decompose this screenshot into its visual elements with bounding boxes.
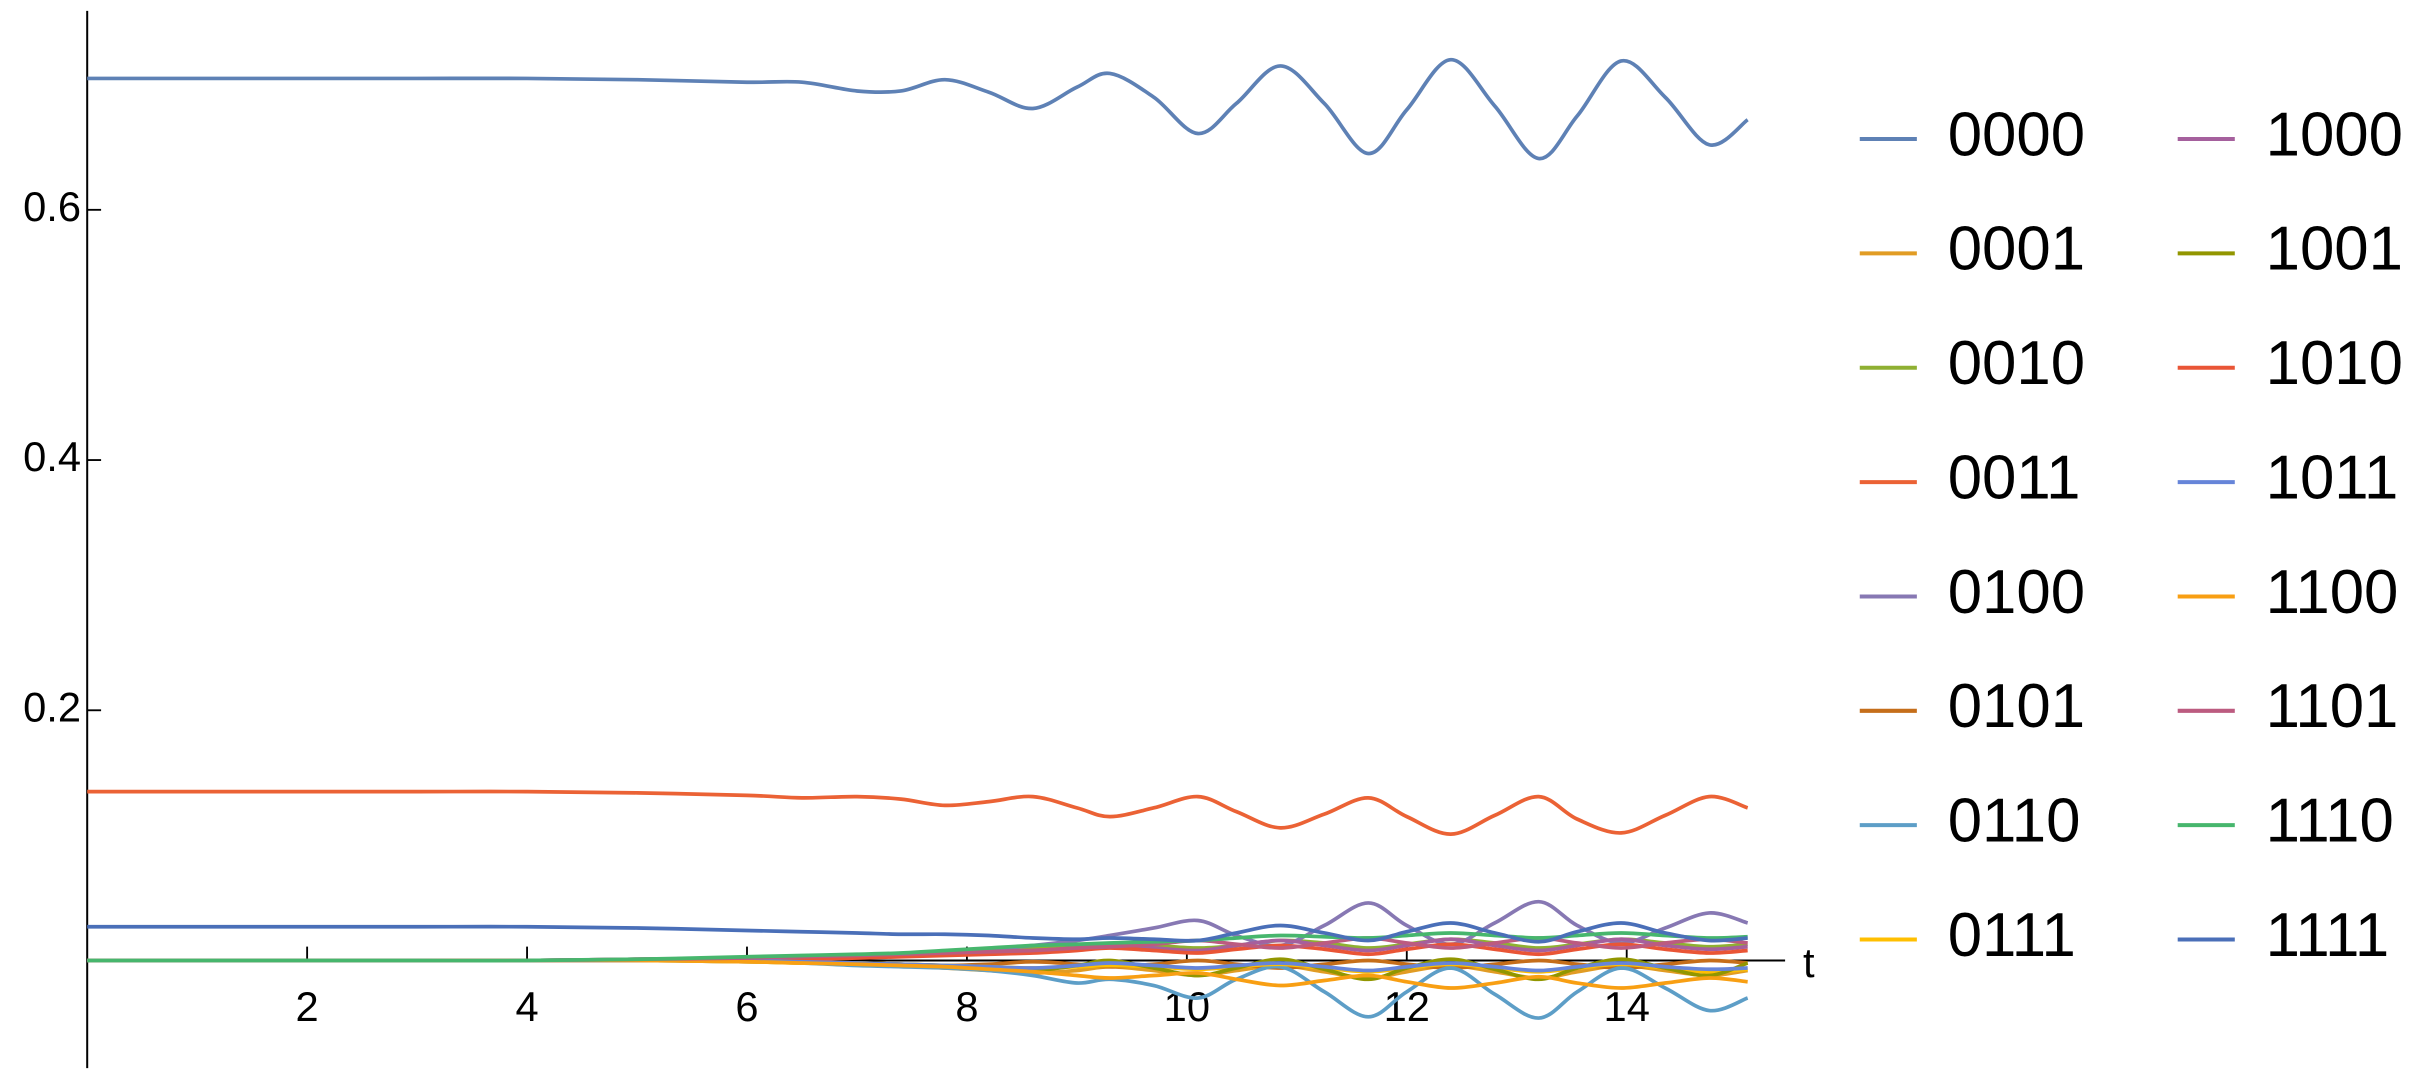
legend-label: 0010 (1948, 329, 2085, 398)
y-tick-label: 0.4 (23, 433, 81, 480)
series-line (87, 931, 1748, 963)
x-tick-label: 2 (296, 983, 319, 1030)
legend-label: 1111 (2266, 901, 2390, 970)
legend-label: 1001 (2266, 215, 2403, 284)
x-axis-label: t (1803, 939, 1815, 986)
x-tick-label: 4 (515, 983, 538, 1030)
legend-label: 0110 (1948, 786, 2081, 855)
legend-label: 1110 (2266, 786, 2394, 855)
legend-label: 1101 (2266, 672, 2399, 741)
series-line (87, 789, 1749, 836)
legend-label: 0011 (1948, 443, 2081, 512)
y-tick-label: 0.2 (23, 683, 81, 730)
series-line (87, 921, 1748, 944)
legend-label: 0111 (1948, 901, 2076, 970)
x-tick-label: 6 (735, 983, 758, 1030)
x-tick-label: 14 (1604, 983, 1650, 1030)
x-tick-label: 8 (955, 983, 978, 1030)
legend-label: 1000 (2266, 100, 2403, 169)
y-tick-label: 0.6 (23, 183, 81, 230)
legend-label: 1011 (2266, 443, 2399, 512)
legend-label: 0001 (1948, 215, 2085, 284)
series-line (87, 57, 1749, 161)
legend-label: 0000 (1948, 100, 2085, 169)
legend-label: 0100 (1948, 558, 2085, 627)
legend-label: 1010 (2266, 329, 2403, 398)
legend-label: 0101 (1948, 672, 2085, 741)
legend-label: 1100 (2266, 558, 2399, 627)
